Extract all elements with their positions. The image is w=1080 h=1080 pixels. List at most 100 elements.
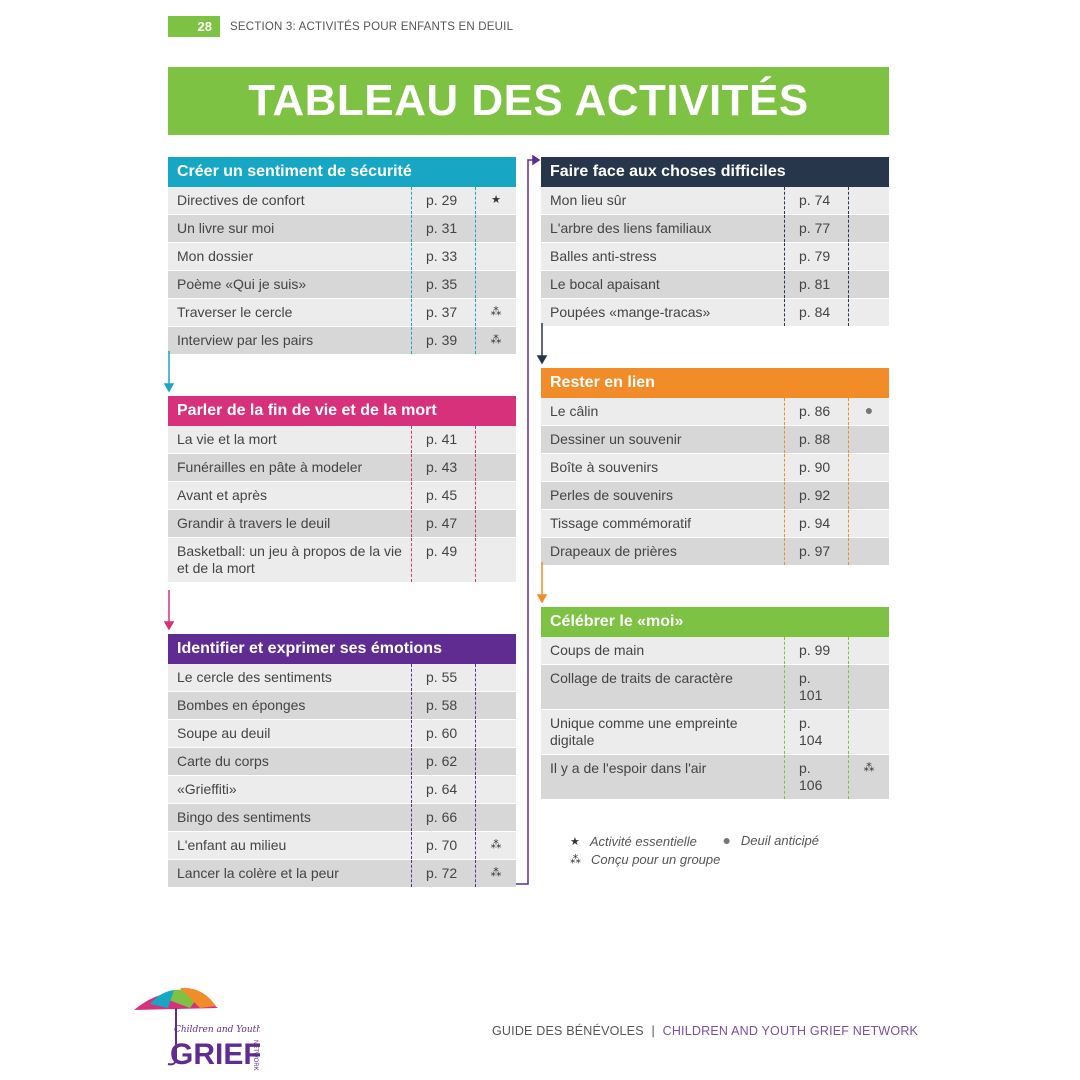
activity-page: p. 79 [784, 243, 849, 270]
icon-cell [849, 271, 889, 298]
activity-row: Bingo des sentiments p. 66 [168, 804, 516, 832]
activity-name: Perles de souvenirs [550, 487, 673, 503]
star-icon: ★ [570, 836, 580, 848]
activity-page: p. 106 [784, 755, 849, 799]
activity-page: p. 55 [411, 664, 476, 691]
group-header: Identifier et exprimer ses émotions [168, 634, 516, 664]
activity-page: p. 37 [411, 299, 476, 326]
group-emotions: Identifier et exprimer ses émotions Le ce… [168, 634, 516, 888]
activity-row: Poupées «mange-tracas» p. 84 [541, 299, 889, 327]
activity-page: p. 33 [411, 243, 476, 270]
group-mort: Parler de la fin de vie et de la mort La … [168, 396, 516, 583]
activity-row: La vie et la mort p. 41 [168, 426, 516, 454]
activity-name: Dessiner un souvenir [550, 431, 682, 447]
activity-page: p. 31 [411, 215, 476, 242]
arrow-teal [163, 351, 175, 393]
activity-row: Interview par les pairs p. 39 ⁂ [168, 327, 516, 355]
activity-name: Grandir à travers le deuil [177, 515, 331, 531]
activity-name: Le câlin [550, 403, 599, 419]
activity-page: p. 101 [784, 665, 849, 709]
icon-cell [849, 299, 889, 326]
activity-page: p. 84 [784, 299, 849, 326]
activity-page: p. 29 [411, 187, 476, 214]
group-header: Créer un sentiment de sécurité [168, 157, 516, 187]
activity-row: Tissage commémoratif p. 94 [541, 510, 889, 538]
activity-row: Boîte à souvenirs p. 90 [541, 454, 889, 482]
activity-name: Funérailles en pâte à modeler [177, 459, 363, 475]
activity-row: Funérailles en pâte à modeler p. 43 [168, 454, 516, 482]
legend: ★ Activité essentielle ● Deuil anticipé ⁂ C… [570, 832, 841, 867]
arrow-orange [536, 562, 548, 604]
section-title: SECTION 3: ACTIVITÉS POUR ENFANTS EN DEU… [230, 20, 514, 33]
icon-cell [849, 482, 889, 509]
activity-name: L'arbre des liens familiaux [550, 220, 712, 236]
legend-dot: ● Deuil anticipé [722, 832, 819, 848]
group-header: Rester en lien [541, 368, 889, 398]
activity-page: p. 60 [411, 720, 476, 747]
activity-page: p. 47 [411, 510, 476, 537]
group-icon: ⁂ [490, 839, 502, 851]
footer-separator: | [651, 1024, 655, 1038]
activity-row: Lancer la colère et la peur p. 72 ⁂ [168, 860, 516, 888]
group-lien: Rester en lien Le câlin p. 86 ● Dessiner un … [541, 368, 889, 566]
page-title: TABLEAU DES ACTIVITÉS [168, 67, 889, 135]
icon-cell [849, 243, 889, 270]
activity-row: Le bocal apaisant p. 81 [541, 271, 889, 299]
activity-row: L'enfant au milieu p. 70 ⁂ [168, 832, 516, 860]
page-footer: GUIDE DES BÉNÉVOLES | CHILDREN AND YOUTH… [492, 1024, 918, 1038]
activity-row: Traverser le cercle p. 37 ⁂ [168, 299, 516, 327]
activity-name: Mon lieu sûr [550, 192, 627, 208]
activity-name: Carte du corps [177, 753, 269, 769]
activity-row: Carte du corps p. 62 [168, 748, 516, 776]
group-icon: ⁂ [490, 867, 502, 879]
activity-name: L'enfant au milieu [177, 837, 287, 853]
dot-icon: ● [722, 832, 731, 848]
footer-guide: GUIDE DES BÉNÉVOLES [492, 1024, 644, 1038]
activity-page: p. 104 [784, 710, 849, 754]
icon-cell [476, 215, 516, 242]
activity-page: p. 35 [411, 271, 476, 298]
activity-row: Directives de confort p. 29 ★ [168, 187, 516, 215]
activity-name: Interview par les pairs [177, 332, 314, 348]
activity-name: Le bocal apaisant [550, 276, 660, 292]
activity-page: p. 88 [784, 426, 849, 453]
icon-cell [849, 187, 889, 214]
activity-row: Drapeaux de prières p. 97 [541, 538, 889, 566]
group-header: Parler de la fin de vie et de la mort [168, 396, 516, 426]
svg-text:NETWORK: NETWORK [252, 1040, 258, 1071]
activity-row: Balles anti-stress p. 79 [541, 243, 889, 271]
activity-page: p. 41 [411, 426, 476, 453]
activity-page: p. 39 [411, 327, 476, 354]
activity-name: «Grieffiti» [177, 781, 237, 797]
activity-page: p. 49 [411, 538, 476, 582]
activity-row: Coups de main p. 99 [541, 637, 889, 665]
group-icon: ⁂ [570, 854, 581, 866]
activity-page: p. 99 [784, 637, 849, 664]
activity-name: Le cercle des sentiments [177, 669, 332, 685]
svg-text:Children and Youth: Children and Youth [174, 1025, 260, 1035]
activity-name: Directives de confort [177, 192, 305, 208]
icon-cell [849, 538, 889, 565]
group-moi: Célébrer le «moi» Coups de main p. 99 Colla… [541, 607, 889, 800]
icon-cell [476, 271, 516, 298]
activity-name: Bingo des sentiments [177, 809, 311, 825]
activity-row: Soupe au deuil p. 60 [168, 720, 516, 748]
icon-cell [849, 510, 889, 537]
activity-name: Drapeaux de prières [550, 543, 677, 559]
activity-page: p. 62 [411, 748, 476, 775]
group-header: Faire face aux choses difficiles [541, 157, 889, 187]
activity-page: p. 97 [784, 538, 849, 565]
icon-cell [476, 482, 516, 509]
activity-page: p. 94 [784, 510, 849, 537]
group-icon: ⁂ [490, 306, 502, 318]
icon-cell [476, 748, 516, 775]
activity-name: Coups de main [550, 642, 645, 658]
activity-row: L'arbre des liens familiaux p. 77 [541, 215, 889, 243]
activity-page: p. 45 [411, 482, 476, 509]
activity-row: Bombes en éponges p. 58 [168, 692, 516, 720]
dot-icon: ● [864, 402, 874, 418]
svg-text:GRIEF: GRIEF [170, 1038, 260, 1071]
activity-row: Grandir à travers le deuil p. 47 [168, 510, 516, 538]
umbrella-logo-icon: Children and Youth GRIEF NETWORK [134, 987, 262, 1071]
